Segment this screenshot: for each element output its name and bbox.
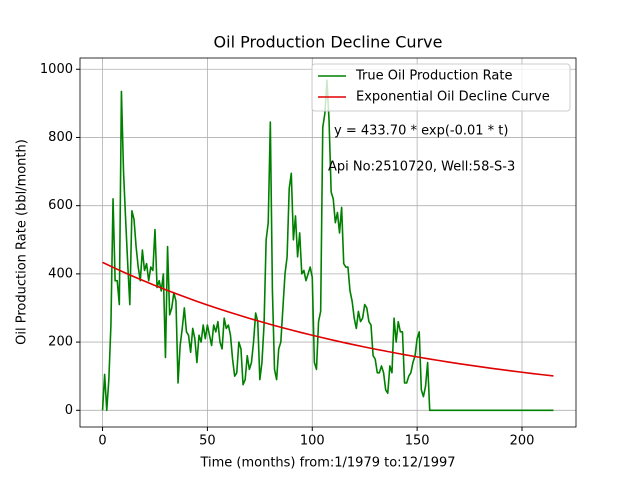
- chart-title: Oil Production Decline Curve: [214, 33, 443, 52]
- y-tick-label: 1000: [40, 62, 73, 77]
- annotation: y = 433.70 * exp(-0.01 * t): [334, 124, 508, 139]
- line-series: [102, 261, 554, 377]
- x-tick-label: 100: [300, 434, 325, 449]
- legend-box: [311, 63, 571, 112]
- y-tick-label: 600: [48, 198, 73, 213]
- legend-label: Exponential Oil Decline Curve: [356, 90, 550, 105]
- y-tick-label: 400: [48, 266, 73, 281]
- plot-frame: [79, 57, 577, 428]
- x-tick-label: 0: [98, 434, 106, 449]
- x-tick-label: 200: [510, 434, 535, 449]
- annotation: Api No:2510720, Well:58-S-3: [328, 160, 515, 175]
- x-axis-label: Time (months) from:1/1979 to:12/1997: [199, 456, 455, 471]
- legend-label: True Oil Production Rate: [355, 69, 512, 84]
- y-tick-label: 200: [48, 335, 73, 350]
- y-tick-label: 800: [48, 130, 73, 145]
- y-tick-label: 0: [65, 403, 73, 418]
- y-axis-label: Oil Production Rate (bbl/month): [15, 139, 30, 345]
- x-tick-label: 150: [405, 434, 430, 449]
- x-tick-label: 50: [199, 434, 216, 449]
